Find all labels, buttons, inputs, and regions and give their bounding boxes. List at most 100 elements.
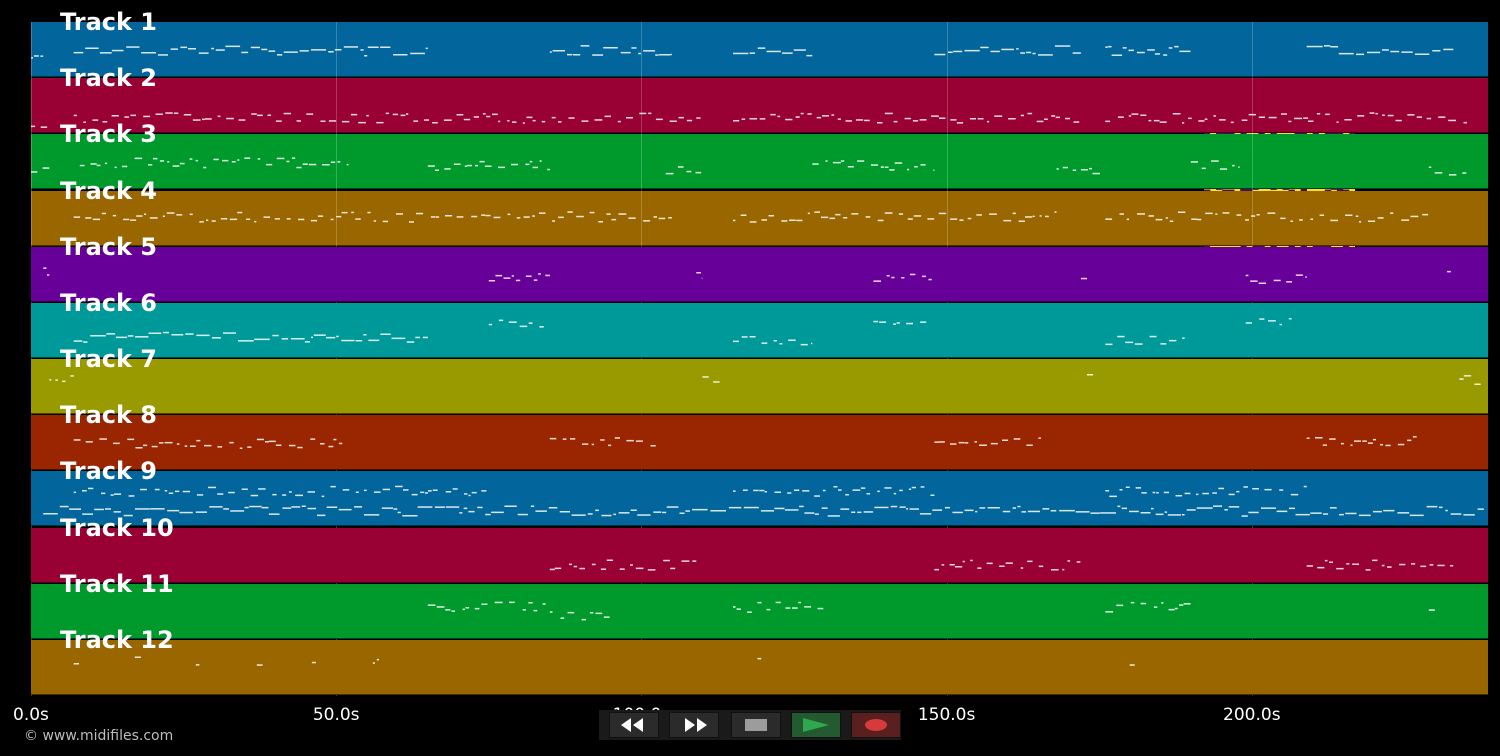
note xyxy=(158,442,164,444)
note xyxy=(1164,511,1168,514)
note xyxy=(1316,113,1321,115)
note xyxy=(825,160,828,163)
note xyxy=(43,267,47,269)
note xyxy=(195,663,200,666)
note xyxy=(40,55,44,57)
note xyxy=(1197,218,1202,220)
record-button[interactable] xyxy=(851,712,901,738)
note xyxy=(843,216,848,218)
play-button[interactable] xyxy=(791,712,841,738)
note xyxy=(884,211,893,214)
note xyxy=(1345,214,1353,216)
note xyxy=(1477,508,1484,511)
note xyxy=(713,381,720,383)
note xyxy=(1055,116,1060,119)
note xyxy=(195,160,198,162)
note xyxy=(73,491,76,494)
note xyxy=(931,115,939,118)
note xyxy=(268,50,276,52)
note xyxy=(579,567,585,569)
note xyxy=(1416,116,1422,119)
note xyxy=(1202,493,1209,495)
note xyxy=(595,612,603,614)
note xyxy=(311,336,313,338)
note xyxy=(919,119,927,121)
note xyxy=(533,609,538,612)
note xyxy=(94,509,104,511)
note xyxy=(774,508,785,510)
note xyxy=(1051,568,1059,570)
note xyxy=(692,509,708,511)
note xyxy=(795,116,800,118)
note xyxy=(655,118,663,121)
note xyxy=(910,273,916,275)
note xyxy=(393,508,398,511)
note xyxy=(970,559,973,561)
fast-forward-button[interactable] xyxy=(669,712,719,738)
note xyxy=(1330,219,1338,221)
note xyxy=(529,161,533,163)
stop-button[interactable] xyxy=(731,712,781,738)
piano-roll: Track 1 Track 2 Track 3 Track 4 Track 5 Track… xyxy=(31,8,1488,696)
note xyxy=(589,611,594,614)
record-icon xyxy=(865,719,887,731)
note xyxy=(1075,511,1090,513)
note xyxy=(1345,513,1357,515)
note xyxy=(1153,120,1160,122)
time-tick-label: 200.0s xyxy=(1223,705,1281,725)
note xyxy=(589,211,595,213)
note xyxy=(1148,120,1152,122)
note xyxy=(1005,561,1013,564)
note xyxy=(525,275,532,277)
note xyxy=(873,320,879,323)
note xyxy=(267,114,271,117)
note xyxy=(822,490,826,492)
note xyxy=(291,506,301,509)
note xyxy=(630,509,637,512)
note xyxy=(276,158,285,160)
note xyxy=(1323,513,1329,516)
note xyxy=(904,117,911,120)
note xyxy=(286,217,291,220)
note xyxy=(511,274,514,277)
note xyxy=(1121,507,1127,510)
note xyxy=(879,321,887,323)
note xyxy=(870,164,879,167)
note xyxy=(179,163,185,165)
note xyxy=(432,489,438,492)
note xyxy=(1317,566,1325,568)
note xyxy=(434,506,445,509)
note xyxy=(866,493,871,495)
note xyxy=(504,505,517,508)
note xyxy=(558,216,564,218)
rewind-button[interactable] xyxy=(609,712,659,738)
note xyxy=(523,215,530,218)
note xyxy=(70,375,74,377)
note xyxy=(548,507,558,509)
note xyxy=(1156,492,1159,494)
note xyxy=(363,489,367,492)
note xyxy=(381,507,393,510)
note xyxy=(912,120,919,122)
note xyxy=(1119,212,1124,215)
note xyxy=(1387,114,1394,117)
note xyxy=(176,443,180,445)
note xyxy=(1303,117,1309,120)
note xyxy=(1310,218,1313,220)
note xyxy=(1212,492,1217,495)
note xyxy=(326,336,336,339)
note xyxy=(702,376,709,378)
note xyxy=(428,490,432,492)
note xyxy=(827,515,840,518)
note xyxy=(1001,48,1014,51)
note xyxy=(1081,169,1088,171)
note xyxy=(821,216,829,218)
note xyxy=(1080,277,1087,279)
note xyxy=(1125,341,1134,343)
note xyxy=(604,115,611,118)
note xyxy=(1358,514,1371,517)
note xyxy=(148,332,162,334)
midi-notes xyxy=(427,601,1435,621)
note xyxy=(166,211,175,214)
note xyxy=(189,158,193,161)
